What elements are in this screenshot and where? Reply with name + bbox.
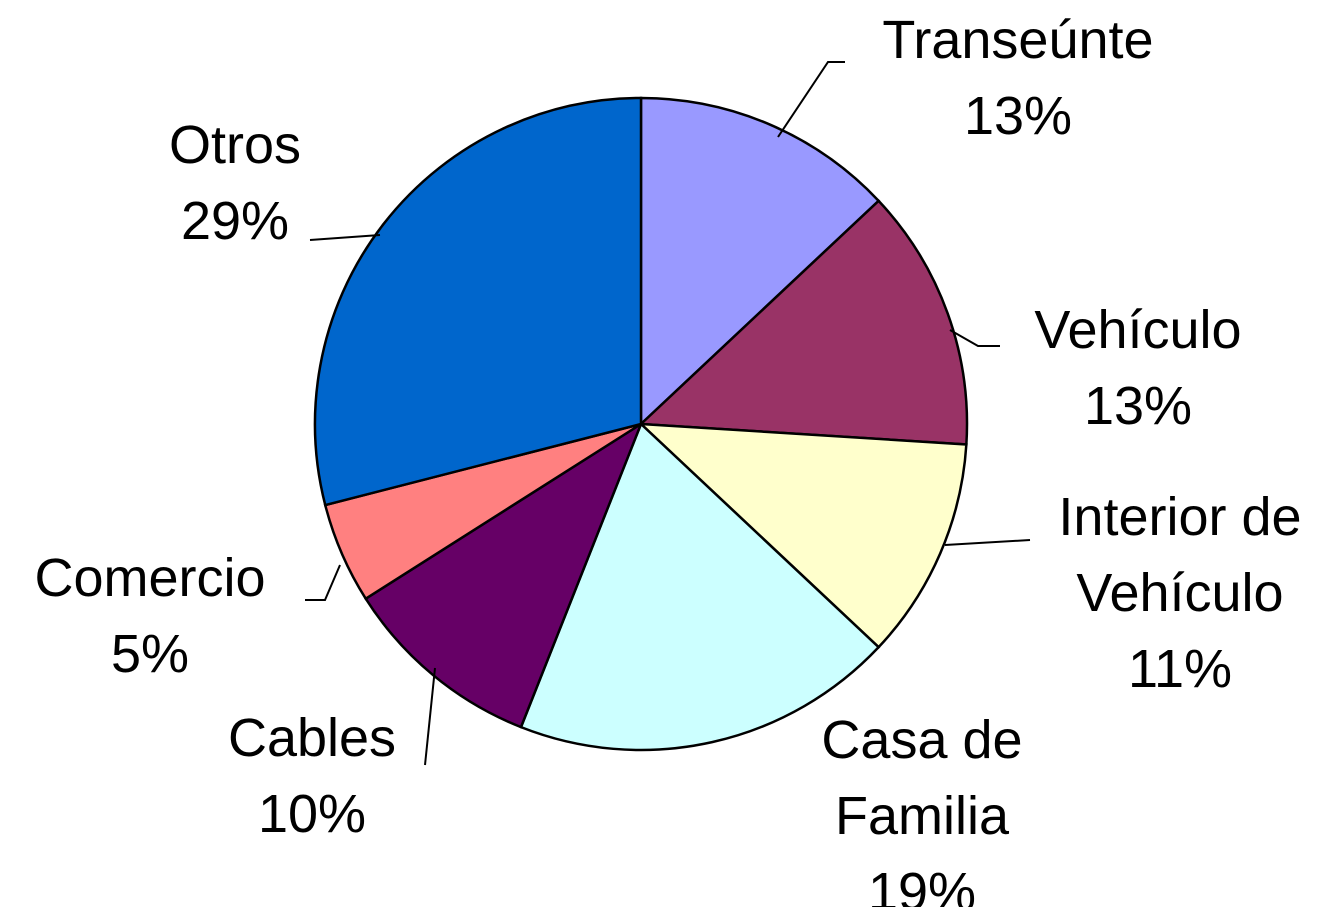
category-label: Interior de Vehículo: [1058, 487, 1302, 623]
value-label: 13%: [1083, 376, 1193, 436]
slice-label: Transeúnte 13%: [848, 2, 1188, 154]
value-label: 29%: [180, 191, 290, 251]
leader-line: [944, 539, 1031, 546]
pie-slice: [313, 96, 643, 507]
slice-label: Comercio 5%: [0, 540, 300, 692]
leader-line: [309, 234, 381, 241]
slice-label: Cables 10%: [182, 700, 442, 852]
category-label: Transeúnte: [882, 10, 1154, 70]
slice-label: Otros 29%: [105, 107, 365, 259]
value-label: 19%: [867, 862, 977, 907]
leader-line: [305, 564, 341, 601]
leader-line: [777, 61, 845, 138]
pie-slice: [637, 422, 968, 649]
slice-label: Vehículo 13%: [988, 292, 1288, 444]
category-label: Vehículo: [1034, 300, 1242, 360]
value-label: 5%: [110, 624, 190, 684]
category-label: Otros: [168, 115, 302, 175]
pie-slice: [364, 420, 644, 729]
leader-line: [424, 667, 436, 766]
slice-label: Interior de Vehículo 11%: [1025, 479, 1335, 707]
slice-label: Casa de Familia 19%: [792, 702, 1052, 907]
category-label: Casa de Familia: [821, 710, 1023, 846]
value-label: 11%: [1127, 639, 1233, 699]
leader-line: [949, 329, 1000, 347]
value-label: 10%: [257, 784, 367, 844]
value-label: 13%: [963, 86, 1073, 146]
category-label: Comercio: [34, 548, 266, 608]
category-label: Cables: [227, 708, 397, 768]
pie-slice: [638, 199, 969, 446]
pie-slice: [639, 96, 881, 427]
pie-slice: [519, 421, 881, 752]
